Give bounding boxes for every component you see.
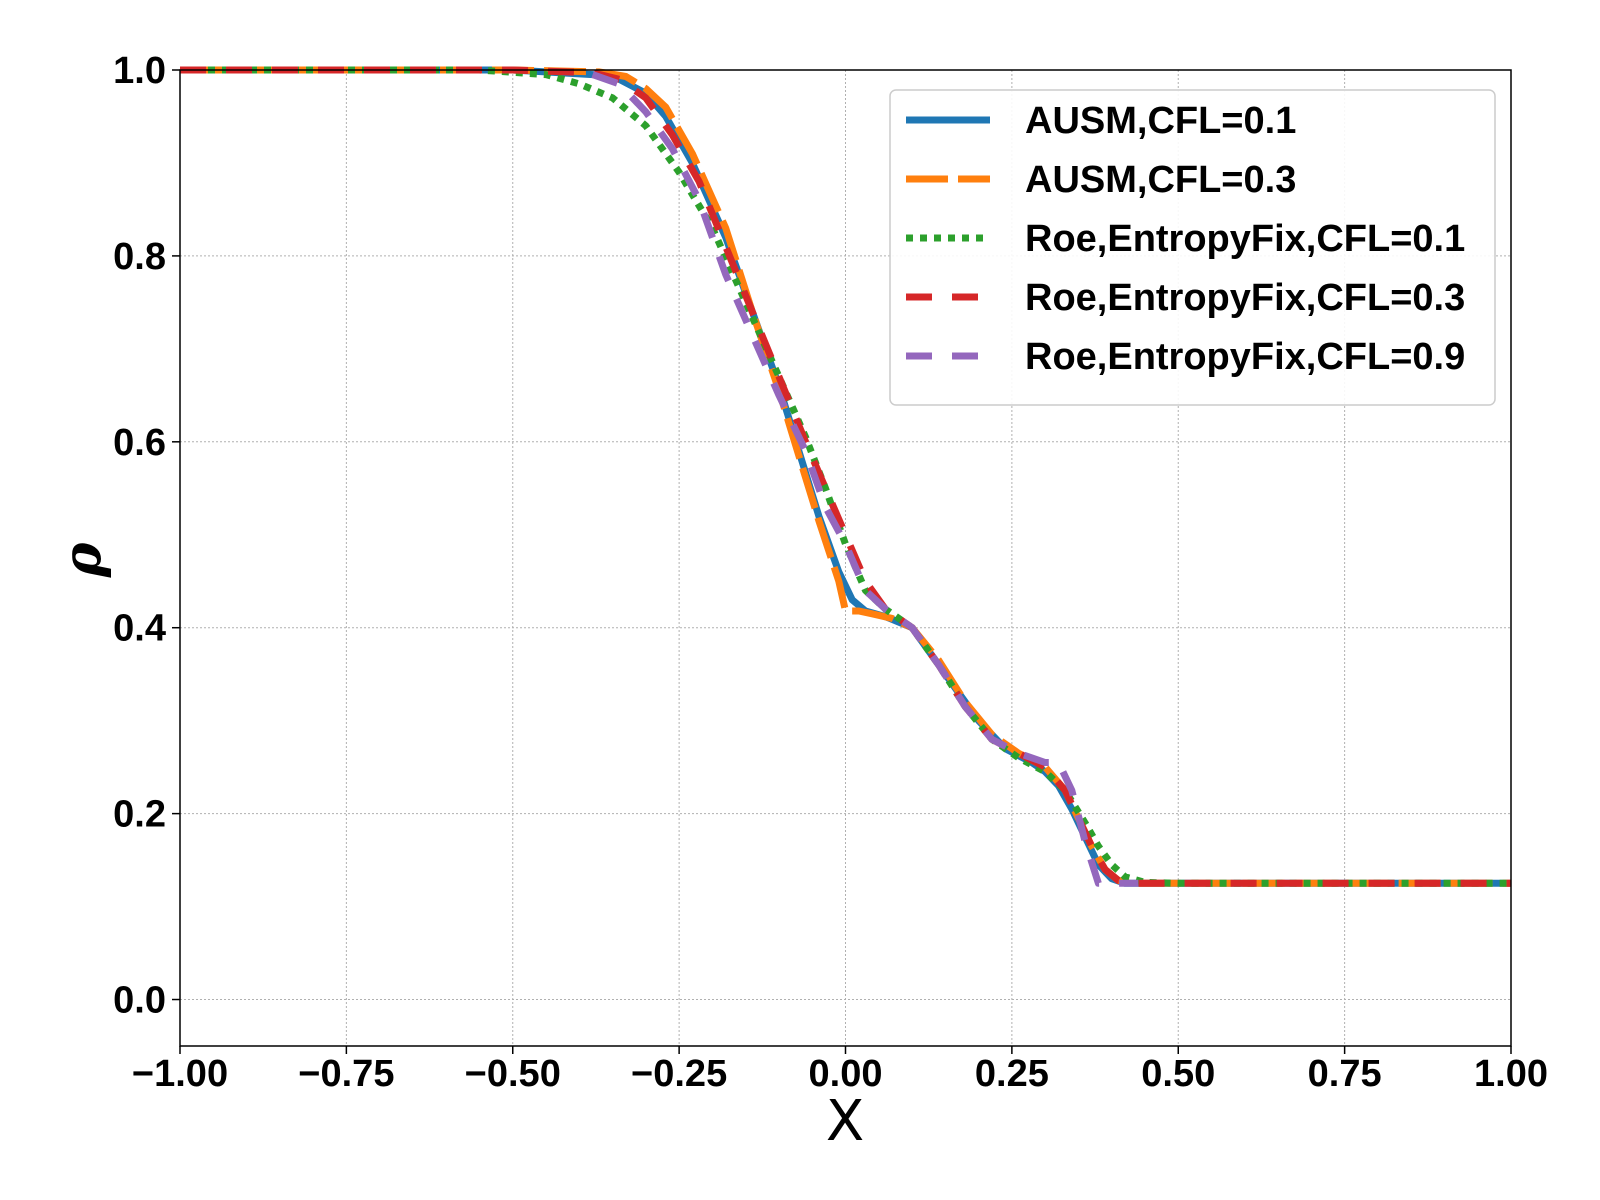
y-tick-label: 0.2 [113, 794, 166, 836]
x-axis-ticks: −1.00 −0.75 −0.50 −0.25 0.00 0.25 0.50 0.75 1.00 [132, 1046, 1548, 1095]
y-tick-label: 0.0 [113, 980, 166, 1022]
legend-label-1: AUSM,CFL=0.1 [1025, 100, 1296, 142]
x-tick-label: −0.75 [298, 1053, 394, 1095]
y-tick-label: 0.8 [113, 236, 166, 278]
legend-label-3: Roe,EntropyFix,CFL=0.1 [1025, 218, 1465, 260]
x-tick-label: 0.75 [1308, 1053, 1382, 1095]
x-tick-label: 0.50 [1141, 1053, 1215, 1095]
legend-box [889, 89, 1496, 406]
x-axis-label: X [826, 1089, 864, 1154]
y-axis-ticks: 0.0 0.2 0.4 0.6 0.8 1.0 [113, 50, 180, 1022]
legend: AUSM,CFL=0.1 AUSM,CFL=0.3 Roe,EntropyFix,C… [889, 89, 1496, 406]
legend-label-2: AUSM,CFL=0.3 [1025, 159, 1296, 201]
x-tick-label: 0.00 [809, 1053, 883, 1095]
series-layer [180, 66, 1511, 887]
series-line-5 [591, 71, 1139, 887]
y-tick-label: 0.4 [113, 608, 166, 650]
x-tick-label: 1.00 [1474, 1053, 1548, 1095]
legend-label-4: Roe,EntropyFix,CFL=0.3 [1025, 277, 1465, 319]
x-tick-label: 0.25 [975, 1053, 1049, 1095]
y-axis-label: ρ [52, 542, 113, 578]
series-line-2 [180, 66, 1511, 887]
x-tick-label: −0.25 [631, 1053, 727, 1095]
y-tick-label: 0.6 [113, 422, 166, 464]
x-tick-label: −0.50 [465, 1053, 561, 1095]
y-tick-label: 1.0 [113, 50, 166, 92]
legend-label-5: Roe,EntropyFix,CFL=0.9 [1025, 336, 1465, 378]
x-tick-label: −1.00 [132, 1053, 228, 1095]
